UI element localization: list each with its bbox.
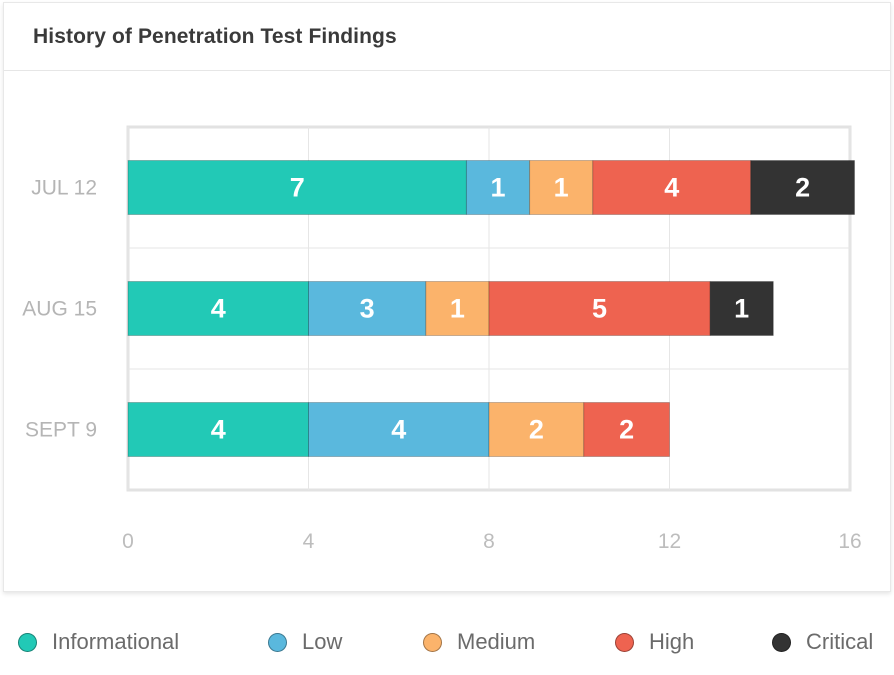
x-tick-label: 16 xyxy=(838,530,861,553)
legend-label: Informational xyxy=(52,629,180,654)
legend-label: Low xyxy=(302,629,343,654)
bar-segment-informational xyxy=(127,160,467,215)
data-label: 1 xyxy=(491,173,506,203)
x-tick-label: 12 xyxy=(658,530,681,553)
bar-segment-high xyxy=(583,402,671,457)
legend-swatch-informational xyxy=(18,632,37,652)
bar-segment-informational xyxy=(127,402,309,457)
data-label: 2 xyxy=(529,415,544,445)
x-tick-label: 8 xyxy=(483,530,495,553)
y-category-label: AUG 15 xyxy=(22,298,97,321)
bar-segment-informational xyxy=(127,281,309,336)
data-label: 1 xyxy=(734,294,749,324)
legend-label: High xyxy=(649,629,695,654)
bar-segment-low xyxy=(308,281,427,336)
data-label: 2 xyxy=(619,415,634,445)
y-category-label: JUL 12 xyxy=(31,177,97,200)
card-title: History of Penetration Test Findings xyxy=(33,25,397,48)
data-label: 5 xyxy=(592,294,607,324)
data-label: 2 xyxy=(795,173,810,203)
data-label: 4 xyxy=(391,415,406,445)
bar-segment-medium xyxy=(529,160,594,215)
x-tick-label: 0 xyxy=(122,530,134,553)
bar-segment-low xyxy=(465,160,531,215)
data-label: 4 xyxy=(664,173,679,203)
y-category-label: SEPT 9 xyxy=(25,419,97,442)
legend-item-medium[interactable]: Medium xyxy=(423,620,535,664)
data-label: 1 xyxy=(450,294,465,324)
bar-segment-medium xyxy=(425,281,490,336)
data-label: 3 xyxy=(360,294,375,324)
bar-segment-high xyxy=(488,281,711,336)
legend-item-informational[interactable]: Informational xyxy=(18,620,179,664)
bar-segment-low xyxy=(308,402,490,457)
legend-swatch-medium xyxy=(423,632,442,652)
bar-segment-critical xyxy=(750,160,856,215)
data-label: 4 xyxy=(211,294,226,324)
chart-legend: Informational Low Medium High Critical xyxy=(0,620,894,664)
data-label: 1 xyxy=(554,173,569,203)
legend-item-high[interactable]: High xyxy=(615,620,694,664)
bar-segment-medium xyxy=(488,402,585,457)
legend-swatch-critical xyxy=(772,632,791,652)
data-label: 7 xyxy=(290,173,305,203)
legend-label: Critical xyxy=(806,629,874,654)
legend-item-critical[interactable]: Critical xyxy=(772,620,873,664)
stacked-bar-chart: 0 4 8 12 16 JUL 12 7 1 1 4 2 AUG 15 4 3 1 5 1 SEPT 9 4 4 2 2 xyxy=(22,125,862,553)
card-header: History of Penetration Test Findings xyxy=(4,3,890,71)
bar-segment-critical xyxy=(709,281,774,336)
bar-segment-high xyxy=(592,160,752,215)
data-label: 4 xyxy=(211,415,226,445)
legend-swatch-low xyxy=(268,632,287,652)
legend-swatch-high xyxy=(615,632,634,652)
legend-item-low[interactable]: Low xyxy=(268,620,342,664)
legend-label: Medium xyxy=(457,629,536,654)
x-tick-label: 4 xyxy=(303,530,315,553)
